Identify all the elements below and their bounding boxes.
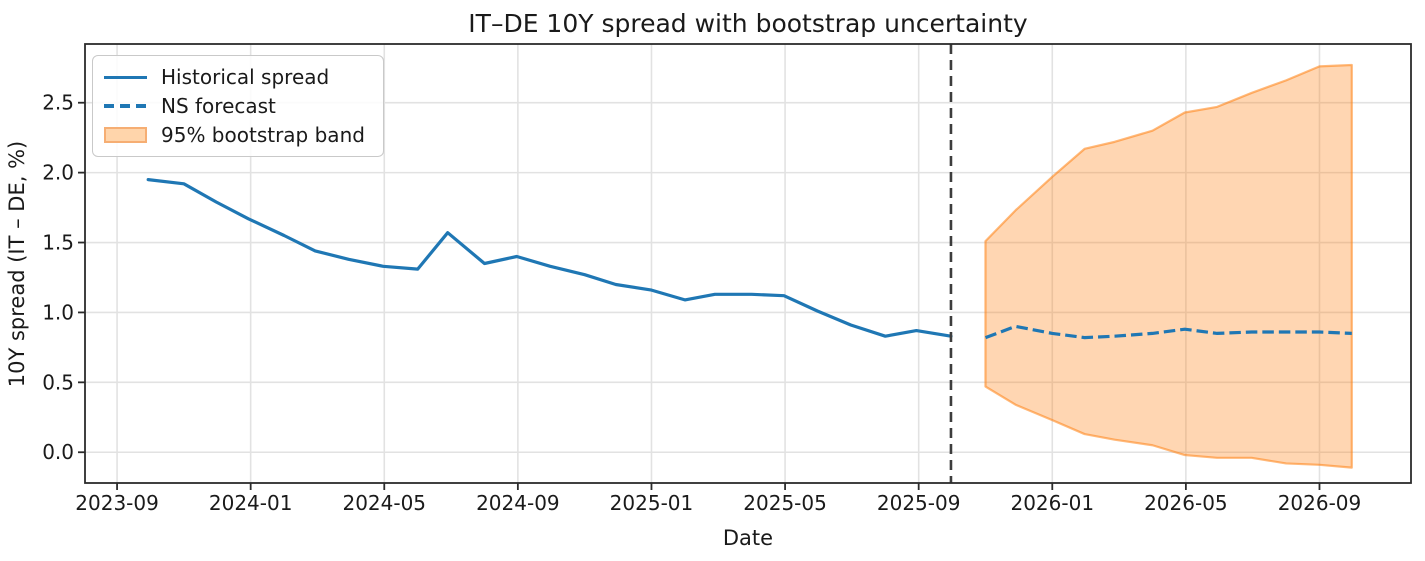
- legend-label-ns-forecast: NS forecast: [161, 94, 276, 118]
- x-tick-label: 2026-05: [1144, 491, 1228, 515]
- x-tick-label: 2024-01: [209, 491, 293, 515]
- y-tick-label: 1.0: [42, 300, 74, 324]
- chart-title: IT–DE 10Y spread with bootstrap uncertai…: [468, 9, 1028, 38]
- ns-forecast-line: [984, 324, 1352, 340]
- x-tick-label: 2025-09: [877, 491, 961, 515]
- legend-item-historical-spread: Historical spread: [104, 63, 365, 91]
- x-tick-label: 2025-01: [610, 491, 694, 515]
- dashed-line-swatch: [104, 104, 147, 108]
- legend: Historical spread NS forecast 95% bootst…: [92, 55, 384, 157]
- legend-item-ns-forecast: NS forecast: [104, 92, 365, 120]
- x-tick-label: 2026-01: [1010, 491, 1094, 515]
- x-tick-label: 2026-09: [1278, 491, 1362, 515]
- x-axis-label: Date: [723, 526, 773, 550]
- bootstrap-band: [984, 63, 1353, 469]
- x-tick-label: 2025-05: [743, 491, 827, 515]
- legend-item-bootstrap-band: 95% bootstrap band: [104, 121, 365, 149]
- x-tick-label: 2024-05: [342, 491, 426, 515]
- legend-label-bootstrap-band: 95% bootstrap band: [161, 123, 365, 147]
- x-tick-label: 2024-09: [476, 491, 560, 515]
- y-tick-label: 2.0: [42, 161, 74, 185]
- y-tick-label: 1.5: [42, 231, 74, 255]
- axes-frame: [84, 43, 1412, 484]
- historical-spread-line: [146, 178, 953, 338]
- band-swatch: [104, 127, 147, 143]
- y-axis-label: 10Y spread (IT – DE, %): [5, 141, 29, 387]
- y-tick-label: 0.5: [42, 370, 74, 394]
- x-tick-label: 2023-09: [75, 491, 159, 515]
- y-tick-label: 2.5: [42, 91, 74, 115]
- solid-line-swatch: [104, 75, 147, 79]
- y-tick-label: 0.0: [42, 440, 74, 464]
- legend-label-historical-spread: Historical spread: [161, 65, 330, 89]
